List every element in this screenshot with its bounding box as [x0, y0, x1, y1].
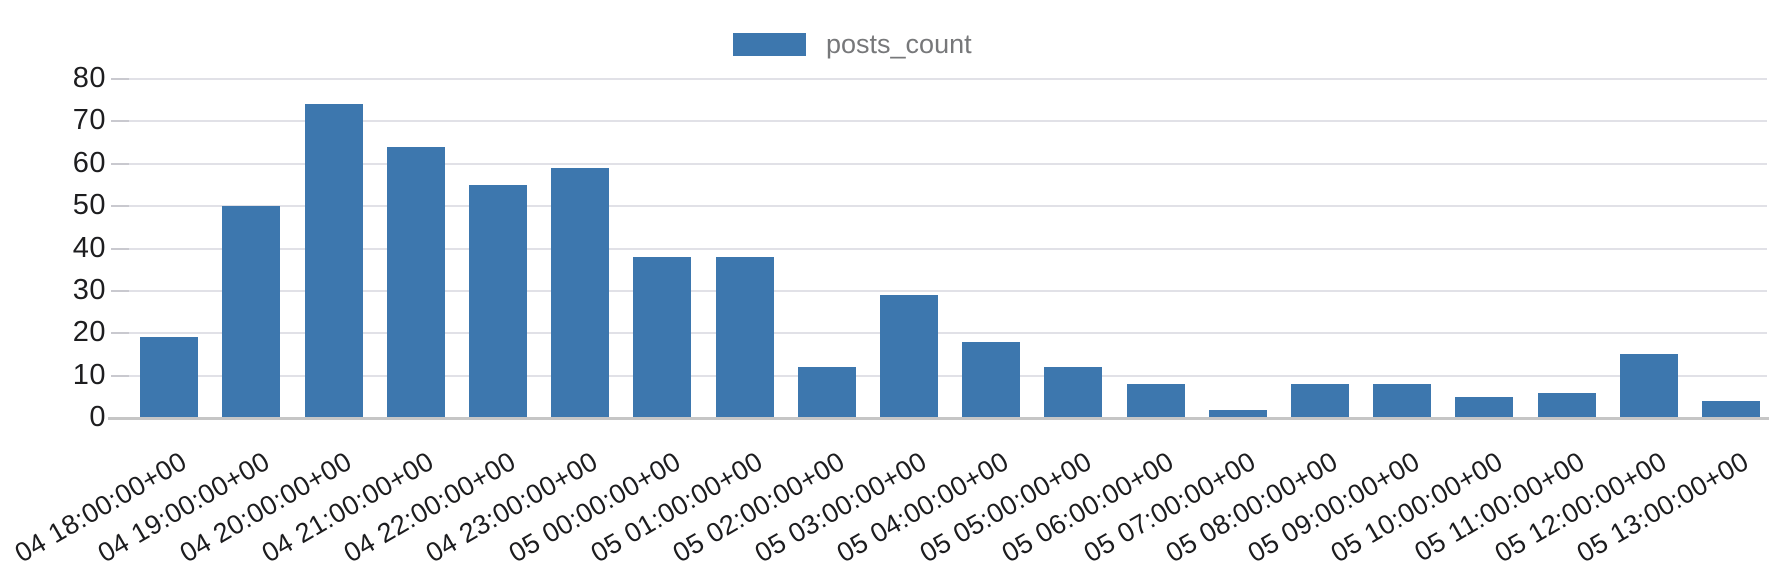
bar[interactable] — [797, 367, 856, 418]
gridline — [112, 374, 1767, 377]
bar[interactable] — [1537, 392, 1596, 418]
y-axis-tick-label: 20 — [72, 316, 106, 349]
y-axis-tick-label: 60 — [72, 146, 106, 179]
y-axis-tick-label: 50 — [72, 188, 106, 221]
legend-label: posts_count — [826, 29, 972, 59]
y-axis-tick — [111, 78, 129, 80]
legend[interactable]: posts_count — [733, 28, 972, 60]
bar[interactable] — [468, 184, 527, 418]
bar[interactable] — [1044, 367, 1103, 418]
y-axis-tick-label: 70 — [72, 104, 106, 137]
y-axis-tick — [111, 120, 129, 123]
bar[interactable] — [304, 104, 363, 418]
y-axis-tick — [111, 374, 129, 377]
y-axis-tick — [111, 289, 129, 292]
chart-page: { "chart_data": { "type": "bar", "title"… — [10, 28, 1769, 569]
y-axis-tick — [111, 205, 129, 208]
bar-chart: posts_count 0 10 20 30 40 50 60 70 80 04 18:00:00… — [10, 28, 1769, 568]
bar[interactable] — [551, 167, 610, 418]
bar[interactable] — [1126, 384, 1185, 418]
bar[interactable] — [386, 146, 445, 418]
bar[interactable] — [633, 256, 692, 418]
legend-swatch-icon — [733, 32, 806, 56]
bar[interactable] — [140, 337, 199, 418]
bar[interactable] — [962, 341, 1021, 418]
gridline — [112, 120, 1767, 123]
bar[interactable] — [1701, 401, 1760, 418]
bar[interactable] — [715, 256, 774, 418]
gridline — [112, 332, 1767, 335]
y-axis-tick — [111, 332, 129, 335]
y-axis-tick-label: 80 — [72, 61, 106, 94]
bar[interactable] — [879, 295, 938, 418]
y-axis-tick-label: 30 — [72, 273, 106, 306]
bar[interactable] — [1373, 384, 1432, 418]
bar[interactable] — [1290, 384, 1349, 418]
bar[interactable] — [222, 206, 281, 418]
gridline — [112, 78, 1767, 80]
y-axis-tick-label: 40 — [72, 231, 106, 264]
y-axis-tick — [111, 162, 129, 165]
bar[interactable] — [1208, 409, 1267, 418]
bar[interactable] — [1455, 396, 1514, 418]
x-axis-line — [108, 417, 1769, 420]
gridline — [112, 247, 1767, 250]
gridline — [112, 289, 1767, 292]
gridline — [112, 162, 1767, 165]
y-axis-tick-label: 0 — [89, 400, 106, 433]
gridline — [112, 205, 1767, 208]
bar[interactable] — [1619, 354, 1678, 418]
y-axis-tick — [111, 247, 129, 250]
y-axis-tick-label: 10 — [72, 358, 106, 391]
